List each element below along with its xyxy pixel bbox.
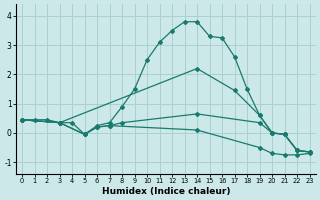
X-axis label: Humidex (Indice chaleur): Humidex (Indice chaleur) xyxy=(101,187,230,196)
